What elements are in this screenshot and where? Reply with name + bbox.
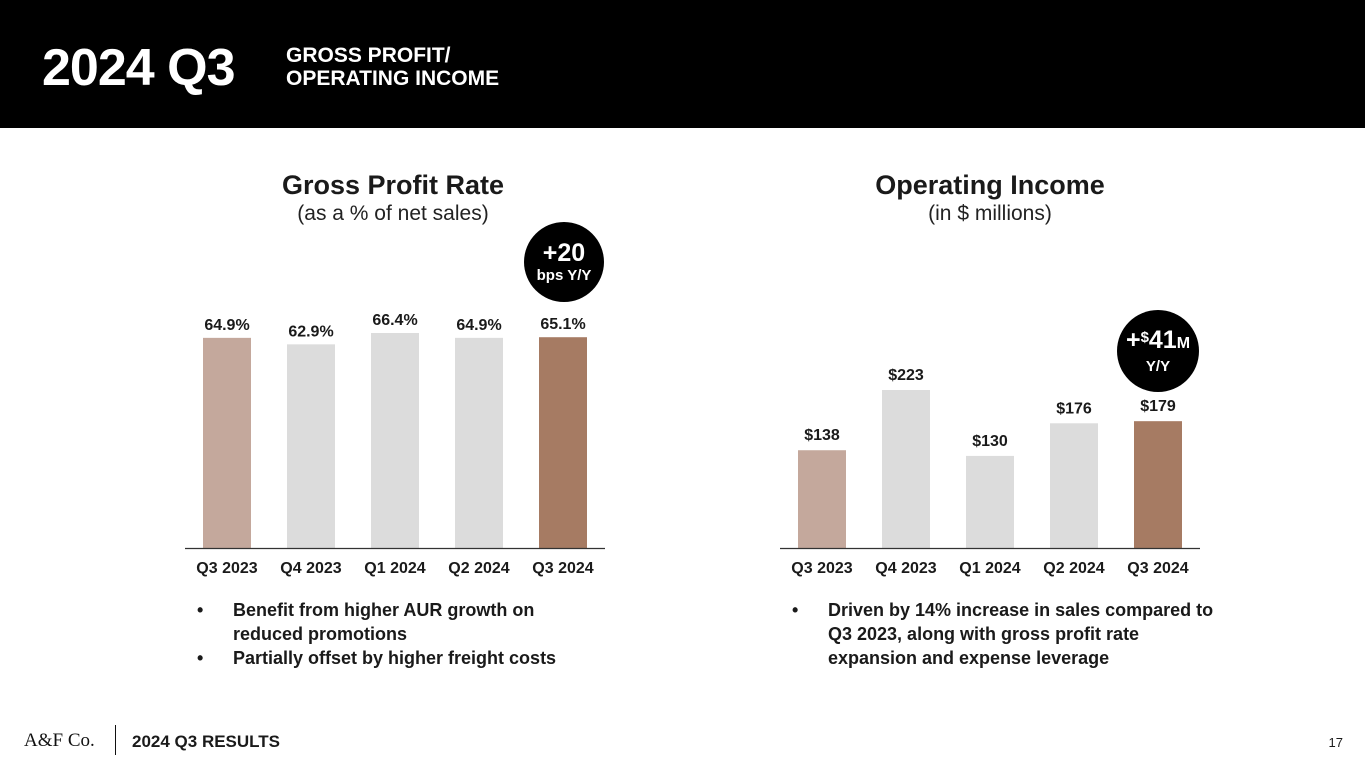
operating-income-change-label: Y/Y — [1145, 358, 1171, 375]
operating-income-chart-title: Operating Income — [875, 170, 1105, 200]
operating-income-chart-bar-3 — [966, 455, 1014, 548]
gross-profit-chart-bar-1 — [203, 337, 251, 548]
gross-profit-change-label: bps Y/Y — [536, 267, 592, 284]
operating-income-chart-data-label-5: $179 — [1140, 398, 1176, 415]
gross-profit-chart-x-tick-5: Q3 2024 — [532, 560, 593, 577]
page-subtitle: GROSS PROFIT/ OPERATING INCOME — [286, 44, 546, 90]
page-title: 2024 Q3 — [42, 39, 235, 97]
operating-income-change-amount: 41 — [1148, 326, 1177, 354]
operating-income-chart-data-label-3: $130 — [972, 433, 1008, 450]
operating-income-chart-x-tick-2: Q4 2023 — [875, 560, 936, 577]
gross-profit-chart-data-label-5: 65.1% — [540, 316, 585, 333]
gross-profit-bullet-2: Partially offset by higher freight costs — [197, 646, 597, 670]
gross-profit-change-value: +20 — [542, 239, 586, 267]
gross-profit-chart-bar-4 — [455, 337, 503, 548]
gross-profit-chart-bar-3 — [371, 333, 419, 548]
operating-income-chart-bar-4 — [1050, 423, 1098, 548]
operating-income-chart-x-tick-5: Q3 2024 — [1127, 560, 1188, 577]
operating-income-chart-data-label-4: $176 — [1056, 400, 1092, 417]
gross-profit-chart-bar-2 — [287, 344, 335, 548]
footer-title: 2024 Q3 RESULTS — [132, 732, 281, 751]
gross-profit-chart-title: Gross Profit Rate — [281, 170, 505, 200]
page-number: 17 — [1328, 735, 1343, 750]
gross-profit-bullets: Benefit from higher AUR growth on reduce… — [197, 598, 597, 670]
operating-income-bullet-1: Driven by 14% increase in sales compared… — [792, 598, 1232, 670]
operating-income-change-badge: +$41M Y/Y — [1117, 310, 1199, 392]
gross-profit-chart-x-tick-2: Q4 2023 — [280, 560, 341, 577]
page-subtitle-line-1: GROSS PROFIT/ — [286, 44, 451, 67]
company-logo: A&F Co. — [24, 730, 95, 751]
gross-profit-chart-data-label-1: 64.9% — [204, 317, 249, 334]
operating-income-change-value: +$41M — [1126, 326, 1190, 358]
gross-profit-chart-x-tick-4: Q2 2024 — [448, 560, 509, 577]
gross-profit-chart-data-label-3: 66.4% — [372, 312, 417, 329]
operating-income-bullets: Driven by 14% increase in sales compared… — [792, 598, 1232, 670]
footer-divider — [115, 725, 116, 755]
page-subtitle-line-2: OPERATING INCOME — [286, 67, 500, 90]
operating-income-change-unit: M — [1176, 335, 1191, 352]
gross-profit-chart-subtitle: (as a % of net sales) — [297, 202, 489, 225]
gross-profit-chart-data-label-2: 62.9% — [288, 323, 333, 340]
operating-income-chart-bar-1 — [798, 450, 846, 548]
operating-income-chart-x-tick-1: Q3 2023 — [791, 560, 852, 577]
operating-income-chart-data-label-2: $223 — [888, 367, 924, 384]
gross-profit-change-badge: +20 bps Y/Y — [524, 222, 604, 302]
operating-income-change-plus: + — [1125, 326, 1141, 354]
operating-income-chart-bar-2 — [882, 390, 930, 548]
operating-income-change-currency: $ — [1140, 329, 1149, 346]
operating-income-chart-x-tick-3: Q1 2024 — [959, 560, 1020, 577]
header-bar: 2024 Q3 GROSS PROFIT/ OPERATING INCOME — [0, 0, 1365, 128]
gross-profit-chart-x-tick-1: Q3 2023 — [196, 560, 257, 577]
operating-income-chart-data-label-1: $138 — [804, 427, 840, 444]
operating-income-chart-subtitle: (in $ millions) — [928, 202, 1052, 225]
operating-income-chart-x-tick-4: Q2 2024 — [1043, 560, 1104, 577]
operating-income-chart-bar-5 — [1134, 421, 1182, 548]
gross-profit-chart-bar-5 — [539, 337, 587, 548]
gross-profit-bullet-1: Benefit from higher AUR growth on reduce… — [197, 598, 597, 646]
gross-profit-chart-data-label-4: 64.9% — [456, 317, 501, 334]
gross-profit-chart-x-tick-3: Q1 2024 — [364, 560, 425, 577]
